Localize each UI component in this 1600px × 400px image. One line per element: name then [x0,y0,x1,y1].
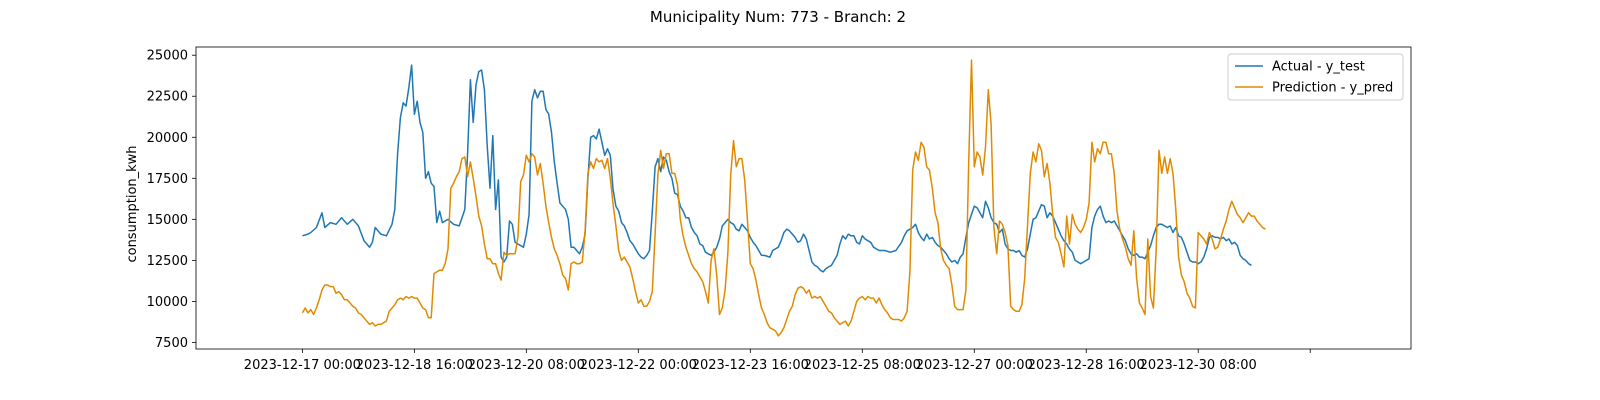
series-line-actual [302,64,1252,273]
y-tick-label: 17500 [147,172,188,187]
legend: Actual - y_test Prediction - y_pred [1227,53,1404,101]
y-tick-label: 25000 [147,49,188,64]
y-tick-label: 22500 [147,90,188,105]
y-tick-label: 10000 [147,295,188,310]
x-tick-label: 2023-12-20 08:00 [468,358,585,373]
y-tick-label: 15000 [147,213,188,228]
series-line-prediction [301,59,1266,337]
x-tick-label: 2023-12-22 00:00 [580,358,697,373]
y-tick-label: 20000 [147,131,188,146]
axes-layer: 7500 10000 12500 15000 17500 20000 22500 25000 2… [147,46,1412,373]
x-tick-label: 2023-12-28 16:00 [1028,358,1145,373]
series-layer [301,59,1266,337]
chart-title: Municipality Num: 773 - Branch: 2 [650,8,906,26]
legend-box [1227,53,1404,101]
x-tick-label: 2023-12-23 16:00 [692,358,809,373]
legend-label: Prediction - y_pred [1272,81,1393,96]
x-tick-label: 2023-12-17 00:00 [244,358,361,373]
x-tick-label: 2023-12-27 00:00 [916,358,1033,373]
y-tick-label: 7500 [155,336,188,351]
y-axis-label: consumption_kwh [125,145,140,262]
legend-label: Actual - y_test [1272,60,1365,75]
y-tick-label: 12500 [147,254,188,269]
x-tick-label: 2023-12-18 16:00 [356,358,473,373]
x-tick-label: 2023-12-30 08:00 [1140,358,1257,373]
x-tick-label: 2023-12-25 08:00 [804,358,921,373]
axes-frame [195,46,1412,350]
